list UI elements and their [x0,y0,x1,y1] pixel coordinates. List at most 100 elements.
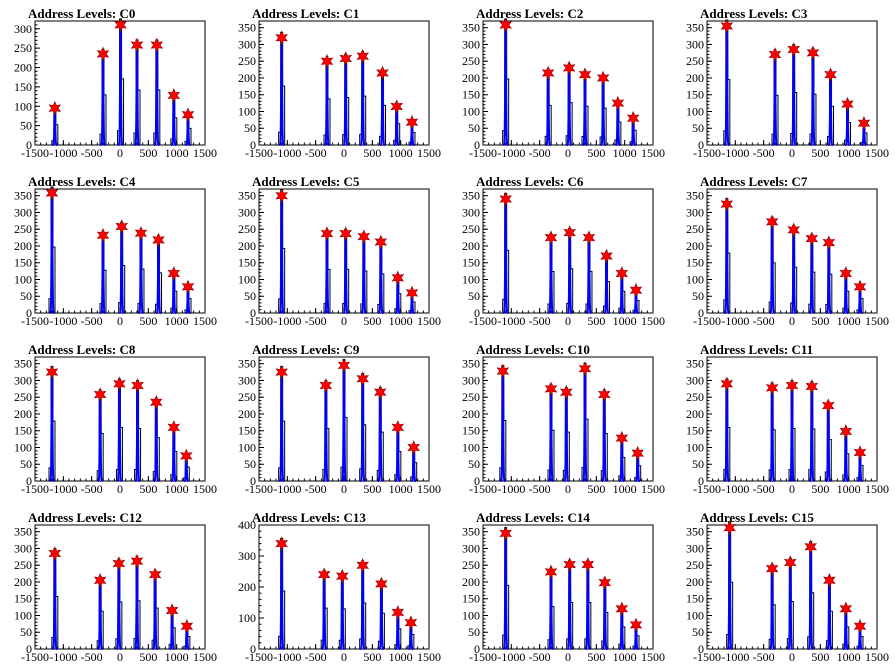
panel-title: Address Levels: C3 [700,6,808,21]
fit-curve-0 [49,372,55,482]
y-tick-label: 50 [468,121,480,135]
y-tick-label: 50 [244,121,256,135]
fit-curve-2 [119,226,125,314]
y-tick-label: 100 [238,611,256,625]
fit-curve-4 [601,394,607,482]
panel-title: Address Levels: C7 [700,174,808,189]
fit-curve-3 [360,56,366,146]
x-tick-label: 1000 [613,482,637,496]
y-tick-label: 50 [468,457,480,471]
fit-curve-0 [727,527,733,650]
fit-curve-4 [153,402,159,482]
fit-curve-2 [341,365,347,482]
peak-marker-3 [130,553,144,569]
fit-curve-0 [724,25,730,146]
peak-marker-6 [626,110,640,126]
fit-curve-1 [769,387,775,482]
y-tick-label: 150 [14,80,32,94]
fit-curve-3 [138,233,144,314]
y-tick-label: 200 [686,575,704,589]
fit-curve-4 [828,74,834,146]
peak-marker-5 [615,601,629,617]
fit-curve-4 [378,583,384,650]
peak-marker-4 [376,65,389,81]
y-tick-label: 0 [698,474,704,488]
fit-curve-1 [772,54,778,146]
peak-marker-1 [96,46,110,62]
fit-curve-1 [323,385,329,482]
peak-marker-4 [822,235,836,250]
panel-c2: Address Levels: C2 0 50 100 150 200 250 300 350 -… [462,6,665,160]
y-tick-label: 200 [462,239,480,253]
y-tick-label: 0 [26,642,32,656]
fit-curve-3 [134,44,140,146]
y-tick-label: 0 [250,642,256,656]
fit-curve-3 [135,385,141,482]
peak-marker-2 [785,378,799,393]
x-tick-label: -1000 [497,650,525,664]
panel-title: Address Levels: C13 [252,510,366,525]
x-tick-label: 1000 [837,482,861,496]
y-tick-label: 300 [686,37,704,51]
fit-curve-0 [503,199,509,314]
x-tick-label: 0 [789,314,795,328]
peak-marker-3 [130,37,144,53]
x-tick-label: 1000 [837,146,861,160]
y-tick-label: 300 [14,205,32,219]
fit-curve-2 [563,392,569,482]
y-tick-label: 200 [462,71,480,85]
y-tick-label: 50 [20,457,32,471]
peak-marker-4 [374,234,388,250]
x-tick-label: -1500 [469,650,497,664]
x-tick-label: 500 [139,146,157,160]
x-tick-label: -1000 [273,146,301,160]
x-tick-label: 500 [587,482,605,496]
x-tick-label: -500 [81,650,103,664]
y-tick-label: 100 [686,440,704,454]
y-tick-label: 50 [692,625,704,639]
peak-marker-4 [821,398,835,413]
y-tick-label: 100 [14,272,32,286]
x-tick-label: -1000 [273,482,301,496]
y-tick-label: 300 [14,22,32,36]
y-tick-label: 0 [474,642,480,656]
y-tick-label: 200 [238,71,256,85]
y-tick-label: 100 [14,99,32,113]
panel-title: Address Levels: C12 [28,510,142,525]
peak-marker-0 [720,376,734,392]
peak-marker-2 [114,17,127,33]
x-tick-label: -500 [529,482,551,496]
fit-curve-0 [49,192,55,314]
y-tick-label: 100 [238,440,256,454]
panel-title: Address Levels: C9 [252,342,360,357]
panel-c12: Address Levels: C12 0 50 100 150 200 250 300 350… [14,510,217,664]
x-tick-label: 1500 [865,146,889,160]
peak-marker-6 [181,279,195,295]
y-tick-label: 200 [686,239,704,253]
y-tick-label: 100 [462,440,480,454]
peak-marker-1 [768,47,782,62]
x-tick-label: 500 [811,146,829,160]
peak-marker-1 [765,214,779,230]
peak-marker-2 [787,222,800,238]
fit-curve-4 [826,242,832,314]
peak-marker-6 [405,114,419,130]
y-tick-label: 250 [686,222,704,236]
y-tick-label: 300 [462,373,480,387]
x-tick-label: 500 [587,146,605,160]
y-tick-label: 350 [14,357,32,371]
peak-marker-2 [336,568,349,584]
y-tick-label: 0 [26,306,32,320]
fit-curve-0 [279,543,285,650]
y-tick-label: 350 [462,189,480,203]
x-tick-label: -500 [305,650,327,664]
peak-marker-4 [823,573,836,588]
x-tick-label: -500 [305,146,327,160]
peak-marker-3 [356,371,369,387]
fit-curve-2 [343,58,349,146]
peak-marker-4 [597,387,611,402]
peak-marker-1 [320,53,334,69]
fit-curve-5 [843,431,849,482]
x-tick-label: -1500 [469,146,497,160]
peak-marker-2 [560,384,573,400]
